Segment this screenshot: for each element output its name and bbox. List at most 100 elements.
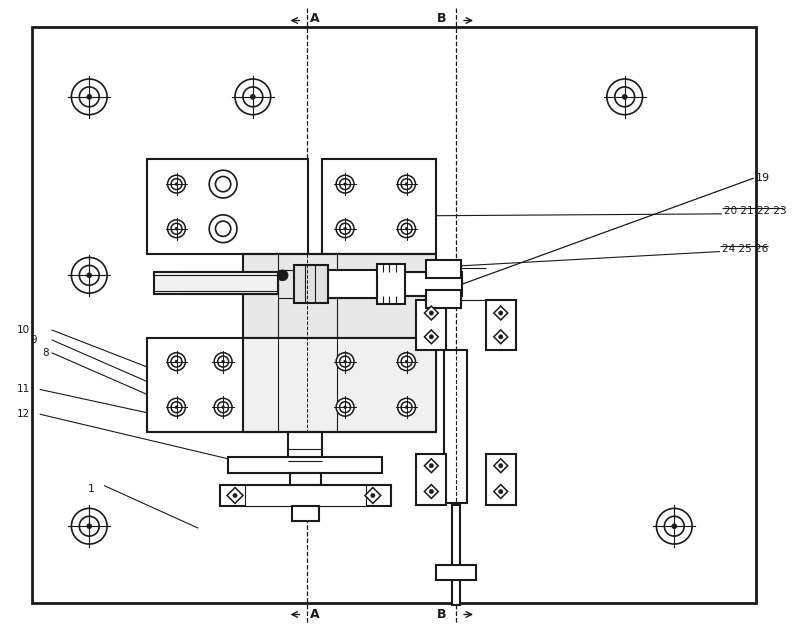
Text: 8: 8 xyxy=(42,348,50,358)
Circle shape xyxy=(398,175,415,193)
Circle shape xyxy=(398,398,415,416)
Circle shape xyxy=(340,356,350,367)
Bar xyxy=(426,260,461,278)
Circle shape xyxy=(167,175,186,193)
Circle shape xyxy=(86,524,92,529)
Circle shape xyxy=(175,360,178,363)
Circle shape xyxy=(498,489,503,494)
Bar xyxy=(146,159,308,253)
Text: 20 21 22 23: 20 21 22 23 xyxy=(724,206,786,216)
Circle shape xyxy=(210,170,237,198)
Bar xyxy=(154,272,278,294)
Circle shape xyxy=(171,179,182,190)
Circle shape xyxy=(343,360,346,363)
Circle shape xyxy=(398,353,415,370)
Polygon shape xyxy=(425,485,438,499)
Circle shape xyxy=(429,334,434,339)
Text: B: B xyxy=(437,608,446,621)
Bar xyxy=(486,300,516,349)
Circle shape xyxy=(175,228,178,230)
Polygon shape xyxy=(425,459,438,473)
Bar xyxy=(444,349,467,504)
Text: 12: 12 xyxy=(17,409,30,419)
Bar xyxy=(183,272,278,294)
Text: 19: 19 xyxy=(755,173,770,183)
Bar xyxy=(436,565,476,580)
Bar xyxy=(322,159,436,253)
Bar xyxy=(402,272,462,296)
Text: 11: 11 xyxy=(17,384,30,394)
Bar xyxy=(287,432,322,470)
Circle shape xyxy=(405,406,408,409)
Bar xyxy=(294,265,328,303)
Circle shape xyxy=(71,508,107,544)
Circle shape xyxy=(343,406,346,409)
Circle shape xyxy=(79,265,99,285)
Circle shape xyxy=(429,311,434,315)
Circle shape xyxy=(429,463,434,468)
Text: B: B xyxy=(437,12,446,25)
Circle shape xyxy=(167,398,186,416)
Text: 1: 1 xyxy=(88,483,94,494)
Circle shape xyxy=(79,87,99,107)
Circle shape xyxy=(86,94,92,99)
Circle shape xyxy=(370,494,375,497)
Circle shape xyxy=(167,353,186,370)
Circle shape xyxy=(401,402,412,413)
Circle shape xyxy=(71,79,107,114)
Bar xyxy=(290,473,322,485)
Bar xyxy=(243,253,436,338)
Text: 9: 9 xyxy=(30,335,38,345)
Circle shape xyxy=(336,398,354,416)
Circle shape xyxy=(336,353,354,370)
Bar xyxy=(228,457,382,473)
Circle shape xyxy=(214,353,232,370)
Circle shape xyxy=(218,402,229,413)
Bar xyxy=(426,290,461,308)
Circle shape xyxy=(233,494,237,497)
Circle shape xyxy=(71,257,107,293)
Circle shape xyxy=(277,270,288,281)
Circle shape xyxy=(498,463,503,468)
Text: A: A xyxy=(310,12,320,25)
Circle shape xyxy=(401,223,412,234)
Bar xyxy=(322,338,436,432)
Circle shape xyxy=(175,183,178,186)
Bar xyxy=(328,270,382,298)
Circle shape xyxy=(340,402,350,413)
Circle shape xyxy=(340,223,350,234)
Bar xyxy=(245,485,366,506)
Circle shape xyxy=(171,402,182,413)
Bar xyxy=(162,279,170,287)
Circle shape xyxy=(210,215,237,243)
Polygon shape xyxy=(227,487,243,504)
Polygon shape xyxy=(425,330,438,344)
Circle shape xyxy=(498,334,503,339)
Circle shape xyxy=(222,360,225,363)
Polygon shape xyxy=(494,330,508,344)
Bar xyxy=(220,485,390,506)
Bar xyxy=(417,300,446,349)
Bar xyxy=(377,264,405,304)
Polygon shape xyxy=(494,459,508,473)
Circle shape xyxy=(498,311,503,315)
Circle shape xyxy=(218,356,229,367)
Circle shape xyxy=(405,228,408,230)
Circle shape xyxy=(235,79,270,114)
Circle shape xyxy=(215,176,230,191)
Circle shape xyxy=(401,356,412,367)
Circle shape xyxy=(171,223,182,234)
Bar xyxy=(146,338,308,432)
Circle shape xyxy=(243,87,262,107)
Bar xyxy=(291,506,319,521)
Circle shape xyxy=(215,221,230,236)
Circle shape xyxy=(405,360,408,363)
Circle shape xyxy=(336,175,354,193)
Polygon shape xyxy=(425,306,438,320)
Polygon shape xyxy=(365,487,381,504)
Bar xyxy=(452,506,460,605)
Circle shape xyxy=(171,356,182,367)
Circle shape xyxy=(398,220,415,238)
Polygon shape xyxy=(494,306,508,320)
Circle shape xyxy=(86,273,92,278)
